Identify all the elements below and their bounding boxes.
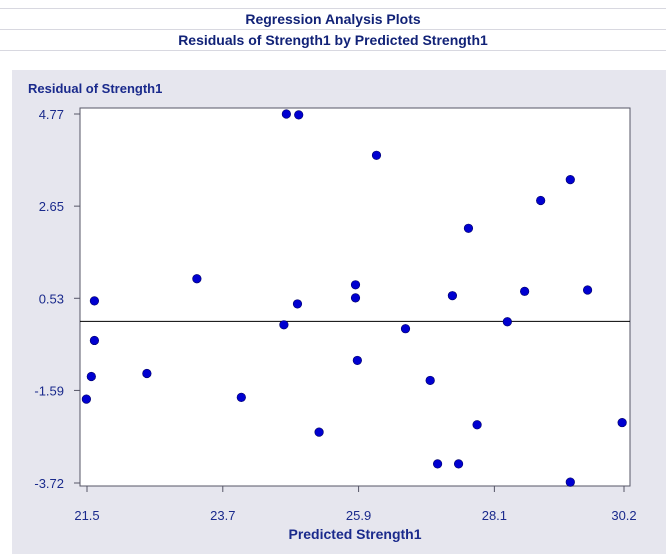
data-point	[350, 280, 361, 290]
scatter-plot: Residual of Strength1 4.77 2.65 0.53 -1.59 -…	[28, 81, 637, 542]
chart-subtitle: Residuals of Strength1 by Predicted Stre…	[0, 30, 666, 51]
data-point	[352, 355, 362, 366]
data-point	[520, 286, 530, 296]
data-point	[453, 459, 464, 469]
data-point	[425, 375, 435, 386]
data-point	[350, 293, 361, 303]
y-tick-label: 2.65	[39, 199, 64, 214]
y-tick-label: -1.59	[34, 383, 64, 398]
data-point	[565, 477, 575, 487]
x-axis: 21.5 23.7 25.9 28.1 30.2	[74, 486, 637, 523]
x-tick-label: 21.5	[74, 508, 99, 523]
data-point	[192, 274, 202, 284]
data-point	[281, 109, 291, 119]
y-axis: 4.77 2.65 0.53 -1.59 -3.72	[34, 107, 80, 491]
data-point	[472, 420, 482, 430]
y-tick-label: -3.72	[34, 476, 64, 491]
data-point	[314, 427, 324, 437]
data-point	[89, 296, 100, 306]
plot-panel: Residual of Strength1 4.77 2.65 0.53 -1.59 -…	[12, 70, 666, 554]
data-point	[142, 368, 152, 379]
x-tick-label: 28.1	[482, 508, 507, 523]
data-point	[582, 285, 593, 295]
y-tick-label: 4.77	[39, 107, 64, 122]
y-tick-label: 0.53	[39, 291, 64, 306]
data-point	[400, 324, 411, 334]
data-point	[81, 394, 91, 404]
x-tick-label: 25.9	[346, 508, 371, 523]
data-point	[565, 175, 575, 185]
y-axis-label: Residual of Strength1	[28, 81, 162, 96]
data-point	[432, 459, 443, 469]
data-point	[279, 320, 289, 330]
data-point	[617, 417, 627, 428]
data-point	[86, 371, 96, 382]
x-axis-label: Predicted Strength1	[288, 526, 421, 542]
data-point	[463, 223, 474, 233]
data-point	[536, 195, 546, 206]
data-point	[447, 291, 458, 301]
data-point	[89, 335, 100, 346]
data-point	[371, 150, 382, 160]
chart-title: Regression Analysis Plots	[0, 8, 666, 30]
data-point	[292, 299, 303, 309]
data-point	[502, 317, 512, 327]
data-point	[236, 392, 246, 402]
data-point	[294, 110, 304, 120]
x-tick-label: 30.2	[611, 508, 636, 523]
x-tick-label: 23.7	[210, 508, 235, 523]
data-points	[81, 109, 627, 487]
